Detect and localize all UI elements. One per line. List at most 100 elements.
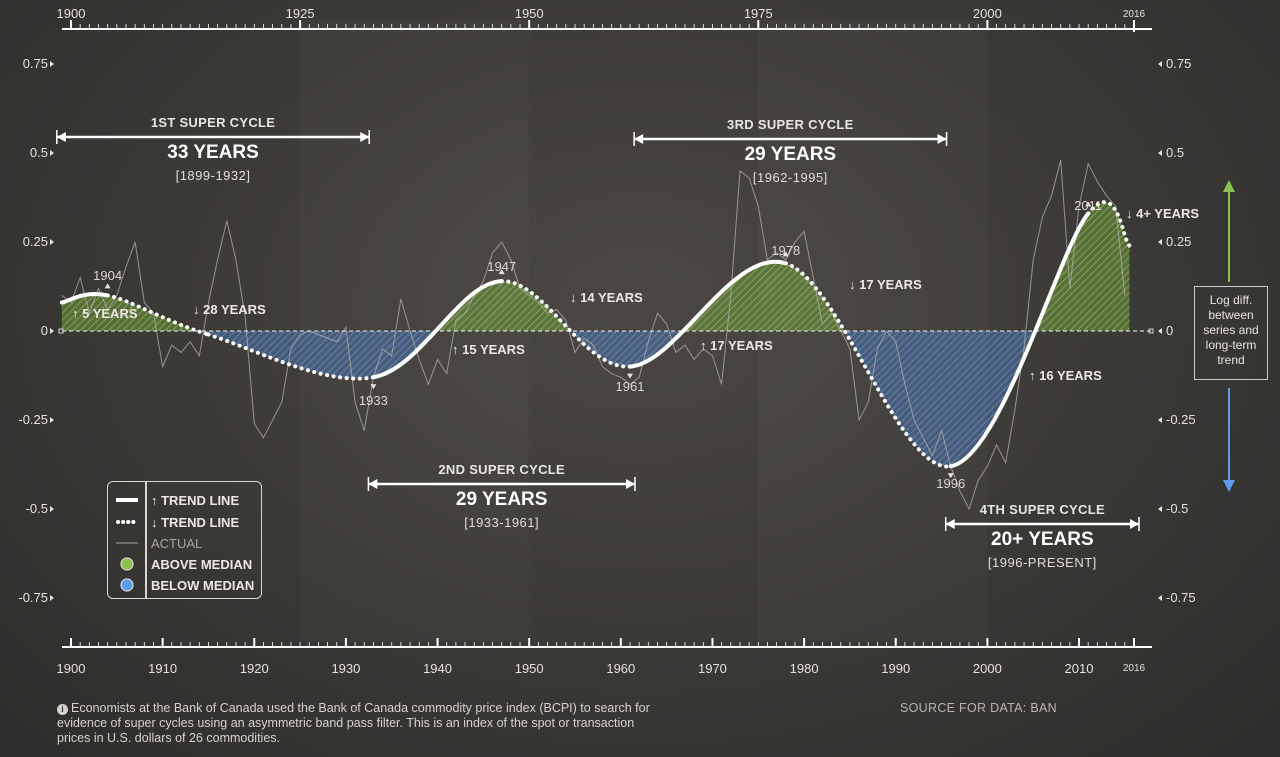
y-tick-label-left: 0.5 (29, 145, 48, 160)
turning-year-label: 1947 (487, 259, 517, 275)
legend-divider (145, 482, 147, 598)
cycle-arrow-left (634, 134, 644, 144)
legend-label: BELOW MEDIAN (151, 578, 255, 593)
bottom-year-label: 1930 (331, 661, 361, 676)
y-tick-marker-right (1158, 328, 1162, 334)
y-tick-label-left: 0 (40, 323, 48, 338)
trend-rising-segment (59, 292, 110, 305)
y-tick-marker-left (50, 417, 54, 423)
y-tick-marker-left (50, 150, 54, 156)
top-year-label: 1925 (285, 6, 315, 21)
cycle-years: 20+ YEARS (991, 529, 1094, 550)
legend-label: ACTUAL (151, 536, 203, 551)
trend-falling-segment (105, 293, 211, 337)
zero-marker-right (1148, 328, 1154, 334)
below-median-area (61, 331, 1130, 467)
y-tick-marker-right (1158, 239, 1162, 245)
cycle-title: 3RD SUPER CYCLE (727, 117, 854, 132)
cycle-title: 4TH SUPER CYCLE (979, 502, 1105, 517)
top-year-label: 2016 (1122, 9, 1146, 20)
trend-falling-segment (206, 332, 376, 381)
legend-label: ↓ TREND LINE (151, 515, 240, 530)
trend-falling-segment (499, 279, 632, 369)
legend-above-median: ABOVE MEDIAN (108, 554, 258, 574)
bottom-year-label: 2016 (1122, 663, 1146, 674)
y-tick-label-right: 0.25 (1166, 234, 1192, 249)
y-tick-label-left: -0.25 (18, 412, 48, 427)
bottom-year-label: 1970 (697, 661, 727, 676)
zero-marker-left (58, 328, 64, 334)
top-year-label: 1950 (514, 6, 544, 21)
trend-rising-segment (627, 259, 788, 369)
cycle-arrow-right (1130, 519, 1139, 529)
turning-point-marker (1085, 201, 1092, 207)
bottom-year-label: 1940 (423, 661, 452, 676)
turning-year-label: 1978 (771, 243, 801, 259)
cycle-arrow-right (937, 134, 947, 144)
y-tick-marker-right (1158, 506, 1162, 512)
axes (50, 20, 1162, 648)
turning-point-marker (370, 384, 377, 390)
trend-rising-segment (371, 279, 504, 380)
bottom-year-label: 1990 (881, 661, 911, 676)
phase-duration-label: ↑ 5 YEARS (72, 306, 138, 321)
info-icon: i (57, 704, 68, 715)
cycle-arrow-left (56, 132, 66, 142)
legend-label: ↑ TREND LINE (151, 493, 240, 508)
legend-label: ABOVE MEDIAN (151, 557, 253, 572)
phase-duration-label: ↑ 16 YEARS (1029, 368, 1102, 383)
turning-point-marker (498, 269, 505, 275)
bottom-year-label: 2010 (1064, 661, 1094, 676)
turning-point-marker (104, 283, 111, 289)
turning-year-label: 1933 (358, 393, 388, 409)
y-tick-label-right: 0 (1166, 323, 1174, 338)
legend-up-trend: ↑ TREND LINE (108, 490, 258, 510)
top-year-label: 1900 (56, 6, 86, 21)
above-median-swatch (120, 557, 134, 571)
top-year-label: 2000 (972, 6, 1002, 21)
log-diff-text: Log diff. between series and long-term t… (1203, 293, 1259, 367)
y-tick-label-left: -0.75 (18, 590, 48, 605)
y-tick-label-left: -0.5 (25, 501, 48, 516)
trend-falling-segment (783, 261, 953, 469)
bottom-year-label: 1920 (239, 661, 269, 676)
actual-line (61, 159, 1126, 511)
cycle-title: 2ND SUPER CYCLE (438, 462, 565, 477)
y-tick-marker-left (50, 328, 54, 334)
turning-point-markers (104, 201, 1092, 479)
bottom-year-label: 2000 (972, 661, 1002, 676)
footnote-text: Economists at the Bank of Canada used th… (57, 701, 650, 745)
cycle-arrow-left (368, 479, 378, 489)
turning-point-marker (947, 473, 954, 479)
cycle-arrows (56, 130, 1140, 531)
log-diff-label: Log diff. between series and long-term t… (1194, 286, 1268, 380)
y-tick-marker-right (1158, 417, 1162, 423)
y-tick-marker-right (1158, 595, 1162, 601)
turning-year-label: 1904 (93, 268, 123, 284)
y-tick-marker-left (50, 506, 54, 512)
cycle-years: 29 YEARS (455, 489, 548, 510)
phase-duration-label: ↑ 17 YEARS (700, 338, 773, 353)
turning-year-label: 2011 (1074, 197, 1103, 213)
bottom-year-label: 1900 (56, 661, 86, 676)
actual-swatch (116, 542, 138, 544)
phase-duration-label: ↑ 15 YEARS (452, 342, 525, 357)
y-tick-marker-right (1158, 150, 1162, 156)
phase-duration-label: ↓ 28 YEARS (193, 302, 266, 317)
trend-falling-segment (1086, 200, 1132, 248)
cycle-arrow-right (360, 132, 370, 142)
phase-duration-label: ↓ 17 YEARS (849, 277, 922, 292)
cycle-arrow-right (625, 479, 635, 489)
cycle-range: [1933-1961] (464, 515, 540, 530)
legend-below-median: BELOW MEDIAN (108, 575, 258, 595)
trend-rising-segment (948, 211, 1091, 469)
down-trend-swatch (116, 520, 138, 524)
turning-point-marker (782, 251, 789, 257)
y-tick-label-left: 0.25 (22, 234, 48, 249)
source-credit: SOURCE FOR DATA: BAN (900, 701, 1057, 715)
y-tick-label-right: 0.75 (1166, 56, 1192, 71)
legend-actual: ACTUAL (108, 533, 258, 553)
bottom-year-label: 1910 (148, 661, 178, 676)
y-tick-label-right: -0.5 (1166, 501, 1189, 516)
